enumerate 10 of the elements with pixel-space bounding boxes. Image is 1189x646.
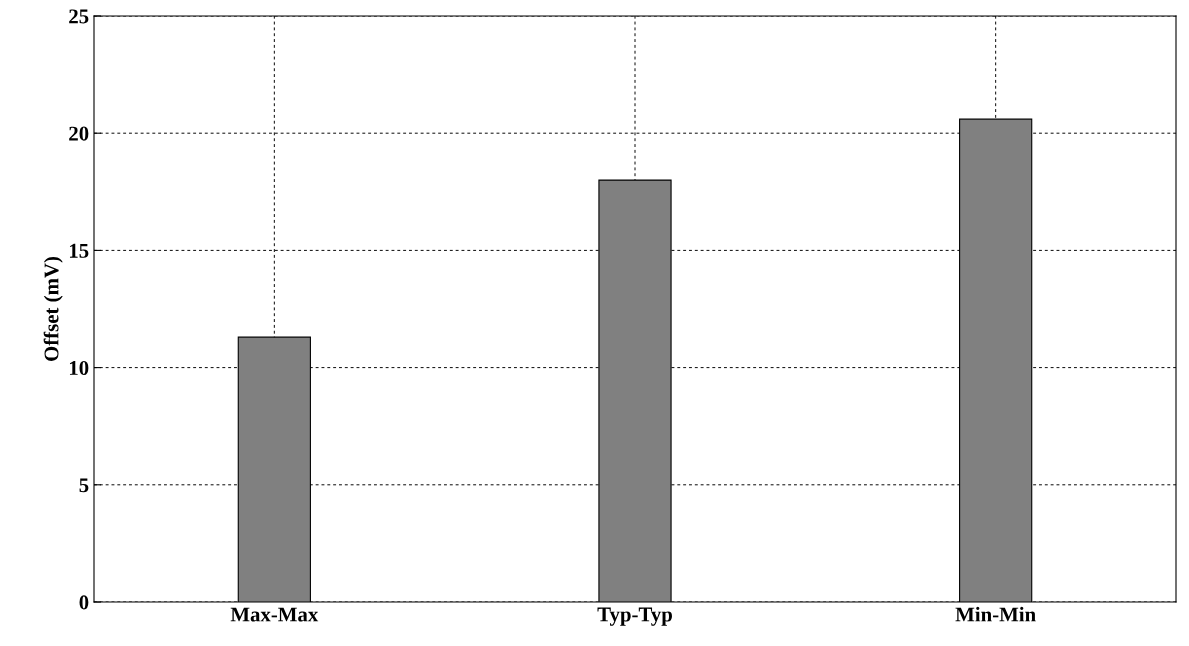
y-axis-title: Offset (mV) bbox=[43, 256, 63, 361]
x-tick-label: Min-Min bbox=[955, 606, 1036, 622]
x-tick-label: Typ-Typ bbox=[597, 607, 672, 626]
y-tick-label: 25 bbox=[69, 9, 89, 24]
y-tick-label: 15 bbox=[69, 243, 89, 258]
y-tick-label: 5 bbox=[79, 478, 89, 493]
y-tick-label: 10 bbox=[69, 360, 89, 376]
y-tick-label: 0 bbox=[79, 595, 89, 610]
x-tick-label: Max-Max bbox=[230, 607, 319, 622]
y-tick-label: 20 bbox=[69, 126, 89, 141]
